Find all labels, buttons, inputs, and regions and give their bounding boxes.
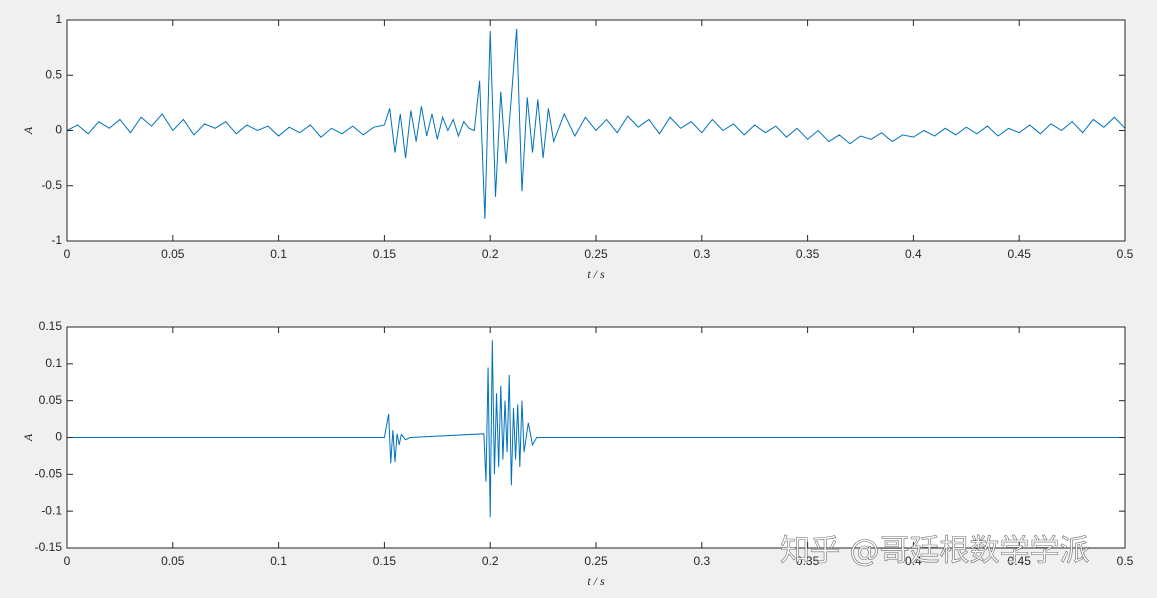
y-tick-label: -0.05 bbox=[35, 467, 63, 481]
x-tick-label: 0.25 bbox=[584, 247, 608, 261]
watermark: 知乎 @哥廷根数学学派 bbox=[780, 534, 1090, 569]
x-tick-label: 0.4 bbox=[905, 247, 922, 261]
y-tick-label: -0.1 bbox=[41, 503, 62, 517]
y-tick-label: 1 bbox=[55, 12, 62, 26]
x-axis-label: t / s bbox=[587, 267, 605, 281]
x-tick-label: 0.35 bbox=[796, 554, 820, 568]
x-tick-label: 0 bbox=[64, 247, 71, 261]
x-tick-label: 0.05 bbox=[161, 554, 185, 568]
x-tick-label: 0.45 bbox=[1008, 247, 1032, 261]
x-tick-label: 0.2 bbox=[482, 247, 499, 261]
x-axis-label: t / s bbox=[587, 574, 605, 588]
x-tick-label: 0.45 bbox=[1008, 554, 1032, 568]
signal-line bbox=[67, 340, 1125, 518]
y-axis-label: A bbox=[21, 433, 35, 442]
y-tick-label: -1 bbox=[51, 233, 62, 247]
x-tick-label: 0.35 bbox=[796, 247, 820, 261]
x-tick-label: 0.1 bbox=[270, 247, 287, 261]
x-tick-label: 0 bbox=[64, 554, 71, 568]
x-tick-label: 0.25 bbox=[584, 554, 608, 568]
y-tick-label: 0.5 bbox=[45, 67, 62, 81]
x-tick-label: 0.2 bbox=[482, 554, 499, 568]
y-tick-label: 0 bbox=[55, 430, 62, 444]
x-tick-label: 0.15 bbox=[373, 554, 397, 568]
y-axis-label: A bbox=[21, 126, 35, 135]
y-tick-label: 0.05 bbox=[39, 393, 63, 407]
y-tick-label: 0 bbox=[55, 123, 62, 137]
x-tick-label: 0.5 bbox=[1117, 247, 1134, 261]
x-tick-label: 0.1 bbox=[270, 554, 287, 568]
signal-line bbox=[66, 28, 1126, 219]
y-tick-label: 0.15 bbox=[39, 319, 63, 333]
y-tick-label: -0.15 bbox=[35, 540, 63, 554]
x-tick-label: 0.05 bbox=[161, 247, 185, 261]
x-tick-label: 0.3 bbox=[693, 247, 710, 261]
y-tick-label: -0.5 bbox=[41, 178, 62, 192]
x-tick-label: 0.3 bbox=[693, 554, 710, 568]
x-tick-label: 0.5 bbox=[1117, 554, 1134, 568]
x-tick-label: 0.4 bbox=[905, 554, 922, 568]
y-tick-label: 0.1 bbox=[45, 356, 62, 370]
x-tick-label: 0.15 bbox=[373, 247, 397, 261]
